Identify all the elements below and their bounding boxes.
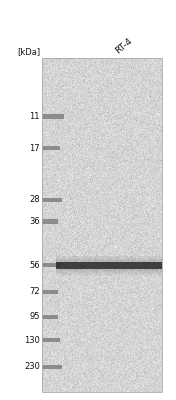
Bar [42,263,60,267]
Bar [42,315,58,319]
Bar [42,58,162,392]
Text: 11: 11 [30,112,40,121]
Text: 95: 95 [30,312,40,321]
Bar [56,256,162,274]
Bar [42,220,58,224]
Bar [56,260,162,270]
Bar [42,114,64,119]
Text: 230: 230 [24,362,40,372]
Text: 36: 36 [29,217,40,226]
Text: 72: 72 [29,287,40,296]
Bar [42,198,62,202]
Text: 17: 17 [29,144,40,153]
Bar [56,258,162,272]
Bar [56,262,162,268]
Text: RT-4: RT-4 [114,37,134,56]
Text: 130: 130 [24,336,40,345]
Text: 56: 56 [29,260,40,270]
Bar [42,146,60,150]
Bar [42,365,62,369]
Bar [42,290,58,294]
Text: 28: 28 [29,196,40,204]
Bar [42,338,60,342]
Text: [kDa]: [kDa] [17,47,40,56]
